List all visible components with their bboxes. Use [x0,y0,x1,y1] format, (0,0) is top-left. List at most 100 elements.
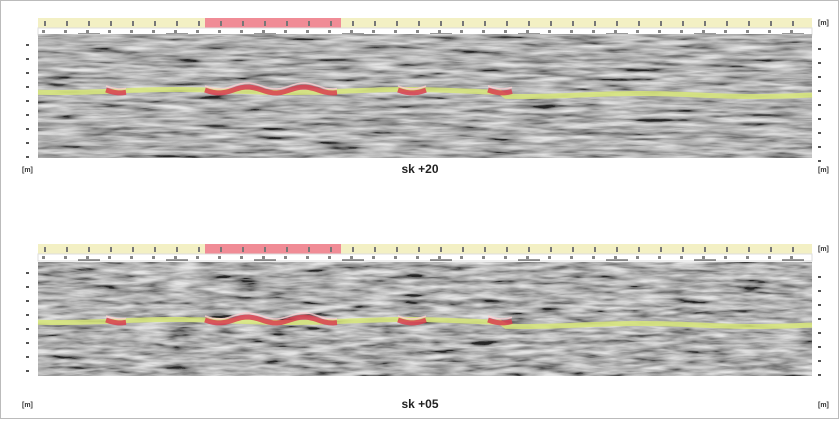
strip-tick [724,256,727,259]
strip-tick [792,21,794,26]
strip-tick [330,247,332,252]
strip-tick [352,247,354,252]
depth-tick [26,58,29,60]
strip-tick [262,256,265,259]
strip-tick [704,21,706,26]
strip-tick [592,30,595,33]
strip-tick [504,30,507,33]
depth-tick [818,76,821,78]
strip-tick [242,21,244,26]
strip-tick [484,21,486,26]
strip-tick [132,21,134,26]
strip-tick [198,247,200,252]
strip-tick [374,247,376,252]
strip-tick [284,256,287,259]
unit-label: [m] [818,246,829,253]
anomaly-line [397,87,427,96]
strip-tick [66,21,68,26]
strip-tick [638,21,640,26]
strip-tick [548,256,551,259]
strip-tick [682,21,684,26]
strip-tick [196,30,199,33]
strip-tick [330,21,332,26]
depth-tick [26,44,29,46]
strip-tick [416,30,419,33]
highlight-strip [205,18,341,28]
strip-tick [660,21,662,26]
strip-tick [746,256,749,259]
unit-label: [m] [22,402,33,409]
depth-tick [818,62,821,64]
strip-tick [42,256,45,259]
strip-tick [658,256,661,259]
strip-tick [306,256,309,259]
depth-tick [818,346,821,348]
strip-tick [418,247,420,252]
strip-tick [680,256,683,259]
strip-tick [638,247,640,252]
anomaly-line [204,312,338,320]
strip-tick [548,30,551,33]
strip-tick [614,30,617,33]
strip-tick [658,30,661,33]
strip-tick [110,247,112,252]
strip-tick [174,256,177,259]
strip-tick [350,256,353,259]
strip-tick [702,30,705,33]
unit-label: [m] [818,167,829,174]
depth-tick [26,142,29,144]
strip-tick [394,30,397,33]
distance-strip [38,18,812,28]
strip-tick [594,247,596,252]
strip-tick [44,247,46,252]
strip-tick [484,247,486,252]
depth-tick [818,276,821,278]
strip-tick [220,247,222,252]
strip-tick [526,30,529,33]
depth-tick [26,156,29,158]
strip-tick [86,256,89,259]
strip-tick [306,30,309,33]
strip-tick [768,30,771,33]
strip-tick [154,247,156,252]
depth-tick [818,48,821,50]
strip-tick [550,21,552,26]
strip-tick [462,247,464,252]
strip-tick [42,30,45,33]
strip-tick [636,256,639,259]
strip-tick [770,247,772,252]
depth-tick [26,272,29,274]
strip-tick [748,247,750,252]
strip-tick [704,247,706,252]
depth-tick [26,342,29,344]
anomaly-line [204,84,338,96]
strip-tick [308,247,310,252]
anomaly-line [397,317,427,326]
anomaly-line [204,82,338,90]
strip-tick [152,30,155,33]
strip-tick [724,30,727,33]
depth-tick [818,318,821,320]
strip-tick [614,256,617,259]
depth-tick [818,132,821,134]
depth-tick [26,328,29,330]
anomaly-line [204,314,338,326]
strip-tick [154,21,156,26]
strip-tick [506,247,508,252]
strip-tick [528,21,530,26]
strip-tick [308,21,310,26]
strip-tick [482,30,485,33]
strip-tick [482,256,485,259]
strip-tick [440,21,442,26]
anomaly-line [105,87,127,96]
strip-tick [592,256,595,259]
strip-tick [790,256,793,259]
unit-label: [m] [22,167,33,174]
strip-tick [726,247,728,252]
strip-tick [86,30,89,33]
depth-tick [818,290,821,292]
depth-tick [26,100,29,102]
anomaly-line [487,315,513,320]
strip-tick [284,30,287,33]
strip-tick [416,256,419,259]
